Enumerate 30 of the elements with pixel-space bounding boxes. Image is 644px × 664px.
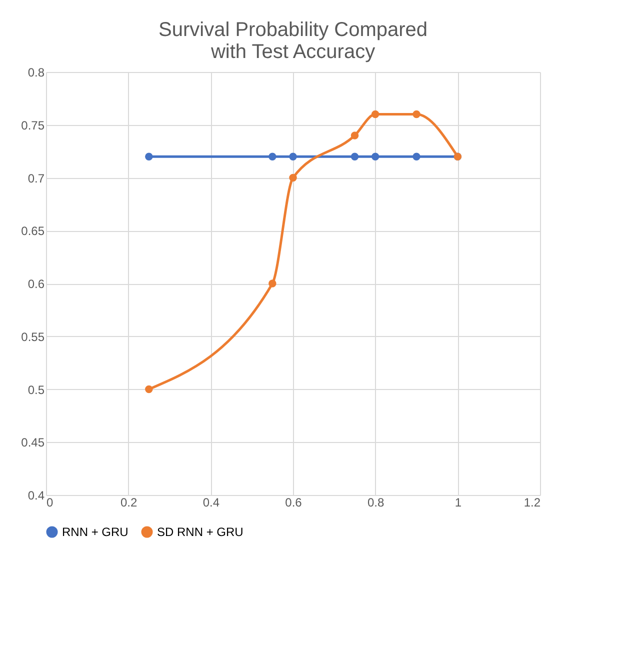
point (268, 280, 276, 288)
y-tick-label: 0.7 (28, 171, 45, 186)
y-tick-label: 0.45 (21, 436, 45, 450)
point (371, 110, 380, 118)
y-tick-label: 0.55 (21, 330, 45, 344)
point (289, 152, 297, 160)
point (350, 132, 359, 140)
point (412, 110, 420, 118)
point (350, 152, 359, 160)
point (145, 152, 153, 160)
x-tick-label: 1 (454, 496, 462, 510)
x-tick-label: 0.6 (285, 496, 302, 510)
y-tick-label: 0.8 (28, 66, 45, 80)
x-tick-label: 0 (46, 496, 54, 510)
point (371, 152, 380, 160)
point (145, 385, 153, 394)
y-tick-label: 0.5 (28, 382, 45, 397)
legend-label: SD RNN + GRU (157, 525, 244, 539)
x-tick-label: 0.8 (367, 496, 384, 510)
chart-title: Survival Probability Compared with Test Accuracy (158, 19, 428, 63)
point (289, 174, 297, 182)
point (268, 152, 276, 160)
point (412, 152, 420, 160)
x-tick-label: 0.2 (120, 496, 138, 510)
y-tick-label: 0.75 (21, 118, 45, 132)
legend-label: RNN + GRU (62, 525, 128, 539)
x-tick-label: 1.2 (524, 496, 541, 510)
y-tick-label: 0.6 (28, 277, 45, 291)
x-tick-label: 0.4 (202, 496, 220, 510)
y-tick-label: 0.65 (21, 224, 45, 238)
